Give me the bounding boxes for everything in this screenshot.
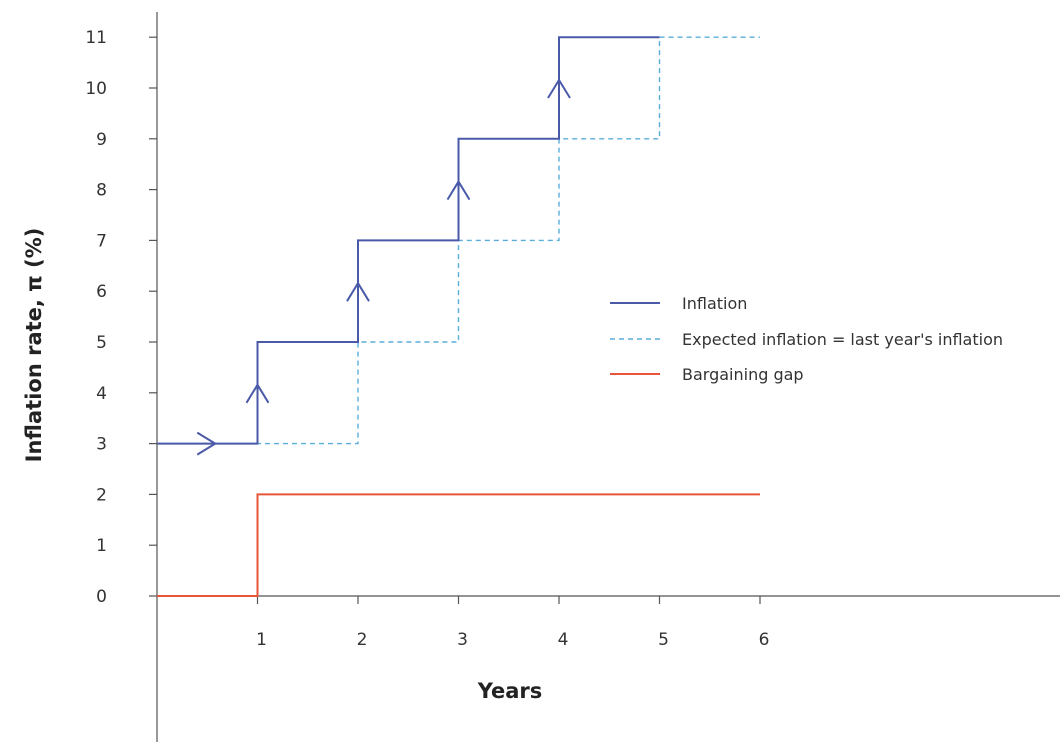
y-tick-label: 0 xyxy=(96,587,107,607)
y-tick-label: 5 xyxy=(96,333,107,353)
legend-label: Expected inflation = last year's inflati… xyxy=(682,330,1003,349)
x-axis-title: Years xyxy=(477,679,543,703)
x-tick-label: 2 xyxy=(357,630,368,650)
arrow-up-icon xyxy=(346,281,370,302)
y-tick-label: 7 xyxy=(96,231,107,251)
y-tick-label: 6 xyxy=(96,282,107,302)
y-tick-label: 8 xyxy=(96,181,107,201)
series-line-bargaining-gap xyxy=(157,493,760,597)
y-tick-label: 4 xyxy=(96,384,107,404)
legend-label: Bargaining gap xyxy=(682,365,804,384)
y-tick-label: 11 xyxy=(85,28,107,48)
x-tick-label: 6 xyxy=(759,630,770,650)
legend-label: Inflation xyxy=(682,294,747,313)
series-line-inflation xyxy=(157,36,660,445)
arrow-right-icon xyxy=(196,431,218,456)
x-tick-label: 4 xyxy=(558,630,569,650)
arrow-up-icon xyxy=(547,78,571,99)
series-layer xyxy=(157,36,760,597)
x-tick-label: 3 xyxy=(457,630,468,650)
y-axis-title: Inflation rate, π (%) xyxy=(22,228,46,463)
y-tick-label: 2 xyxy=(96,485,107,505)
arrow-up-icon xyxy=(245,382,270,404)
y-tick-label: 3 xyxy=(96,435,107,455)
x-tick-label: 1 xyxy=(256,630,267,650)
y-tick-label: 9 xyxy=(96,130,107,150)
series-line-expected-inflation xyxy=(157,36,760,445)
y-tick-label: 10 xyxy=(85,79,107,99)
arrow-up-icon xyxy=(446,179,471,201)
y-tick-label: 1 xyxy=(96,536,107,556)
legend: Inflation Expected inflation = last year'… xyxy=(610,294,1003,384)
x-tick-label: 5 xyxy=(658,630,669,650)
